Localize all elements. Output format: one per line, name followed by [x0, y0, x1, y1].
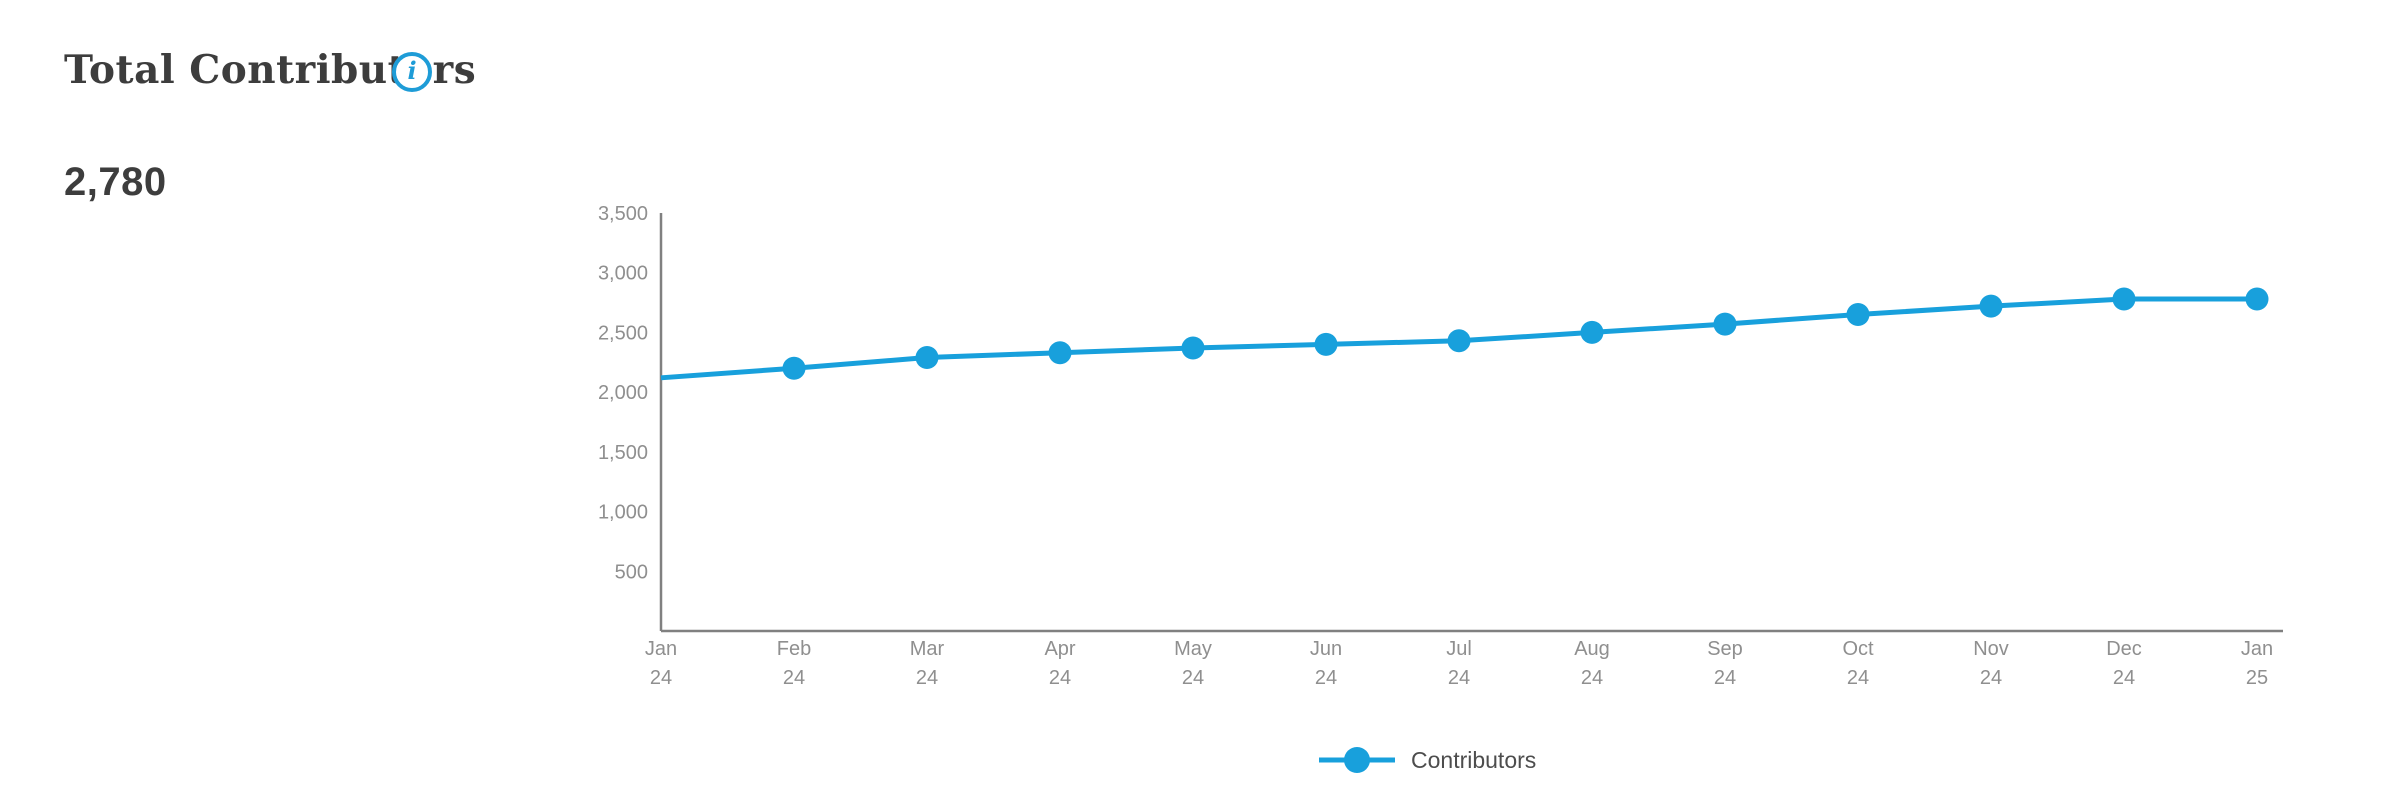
y-axis-tick-label: 2,500 [598, 322, 648, 344]
data-point[interactable] [1580, 320, 1604, 344]
data-point[interactable] [1181, 336, 1205, 360]
x-axis-tick-label: Dec 24 [2106, 638, 2142, 689]
x-axis-tick-label: Mar 24 [910, 638, 945, 689]
data-point[interactable] [782, 356, 806, 380]
data-point[interactable] [1846, 303, 1870, 327]
x-axis-tick-label: Jan 25 [2241, 638, 2273, 689]
y-axis-tick-label: 2,000 [598, 382, 648, 404]
legend-label: Contributors [1411, 746, 1537, 773]
x-axis-tick-label: Oct 24 [1842, 638, 1874, 689]
legend-item-contributors[interactable]: Contributors [1318, 742, 1536, 778]
x-axis-tick-label: Jul 24 [1446, 638, 1472, 689]
data-point[interactable] [2245, 287, 2269, 311]
y-axis-tick-label: 3,500 [598, 203, 648, 225]
y-axis-tick-label: 1,000 [598, 502, 648, 524]
data-point[interactable] [2112, 287, 2136, 311]
data-point[interactable] [1713, 312, 1737, 336]
x-axis-tick-label: Aug 24 [1574, 638, 1610, 689]
y-axis-tick-label: 500 [615, 561, 648, 583]
y-axis-tick-label: 1,500 [598, 442, 648, 464]
data-point[interactable] [1048, 341, 1072, 365]
data-point[interactable] [1447, 329, 1471, 353]
data-point[interactable] [1314, 332, 1338, 356]
info-icon[interactable]: i [392, 52, 432, 92]
info-icon-glyph: i [407, 56, 417, 85]
y-axis-tick-label: 3,000 [598, 263, 648, 285]
x-axis-tick-label: Jun 24 [1310, 638, 1342, 689]
x-axis-tick-label: Nov 24 [1973, 638, 2009, 689]
headline-value: 2,780 [64, 160, 167, 204]
x-axis-tick-label: Jan 24 [645, 638, 677, 689]
legend-marker-icon [1319, 747, 1395, 773]
x-axis-tick-label: Feb 24 [777, 638, 811, 689]
x-axis-tick-label: Apr 24 [1044, 638, 1075, 689]
x-axis-tick-label: May 24 [1174, 638, 1212, 689]
data-point[interactable] [915, 346, 939, 370]
x-axis-tick-label: Sep 24 [1707, 638, 1743, 689]
data-point[interactable] [1979, 294, 2003, 318]
